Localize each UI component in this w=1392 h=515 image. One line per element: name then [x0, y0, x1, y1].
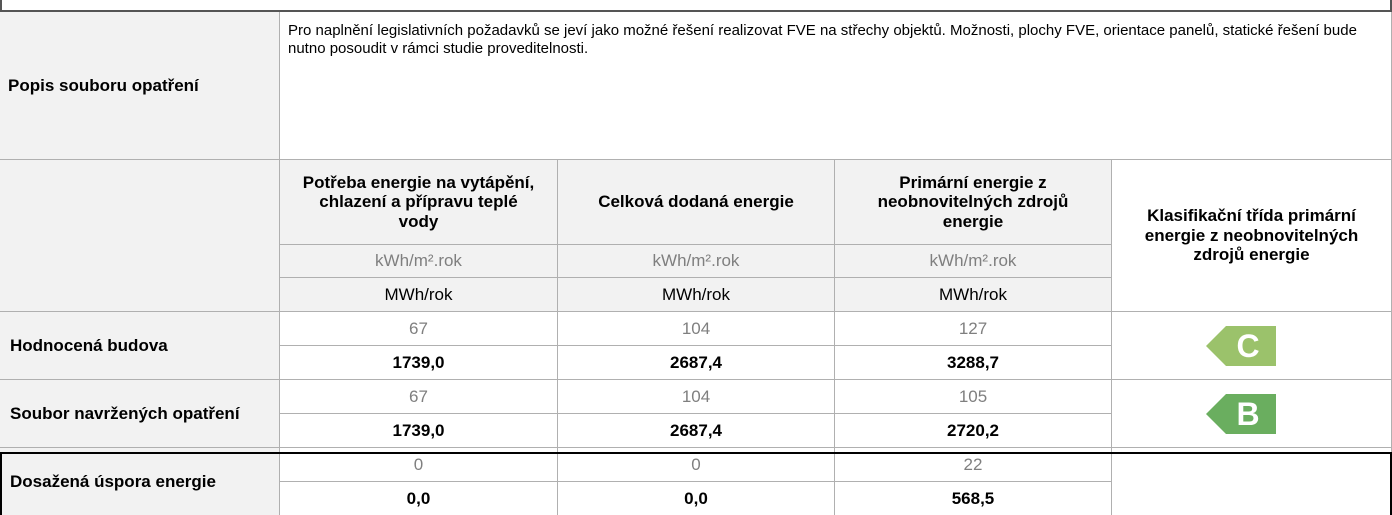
top-frame — [0, 0, 1392, 12]
total-value: 3288,7 — [835, 346, 1112, 380]
class-cell — [1112, 448, 1392, 515]
unit-total: MWh/rok — [835, 278, 1112, 312]
total-value: 568,5 — [835, 482, 1112, 515]
class-letter: C — [1236, 328, 1259, 364]
row-label: Hodnocená budova — [0, 312, 280, 380]
class-cell: C — [1112, 312, 1392, 380]
column-header: Potřeba energie na vytápění, chlazení a … — [280, 160, 558, 245]
class-cell: B — [1112, 380, 1392, 448]
class-header: Klasifikační třída primární energie z ne… — [1112, 160, 1392, 312]
specific-value: 0 — [280, 448, 558, 482]
description-label: Popis souboru opatření — [0, 12, 280, 160]
specific-value: 104 — [558, 380, 835, 414]
total-value: 2720,2 — [835, 414, 1112, 448]
class-badge: C — [1205, 325, 1276, 366]
class-badge: B — [1205, 393, 1276, 434]
specific-value: 0 — [558, 448, 835, 482]
total-value: 1739,0 — [280, 414, 558, 448]
unit-total: MWh/rok — [558, 278, 835, 312]
row-label: Dosažená úspora energie — [0, 448, 280, 515]
specific-value: 104 — [558, 312, 835, 346]
specific-value: 67 — [280, 312, 558, 346]
column-header: Primární energie z neobnovitelných zdroj… — [835, 160, 1112, 245]
total-value: 2687,4 — [558, 346, 835, 380]
total-value: 0,0 — [280, 482, 558, 515]
specific-value: 22 — [835, 448, 1112, 482]
unit-total: MWh/rok — [280, 278, 558, 312]
total-value: 2687,4 — [558, 414, 835, 448]
column-header: Celková dodaná energie — [558, 160, 835, 245]
class-arrow — [1205, 325, 1276, 366]
class-arrow — [1205, 393, 1276, 434]
unit-specific: kWh/m².rok — [558, 245, 835, 278]
row-label: Soubor navržených opatření — [0, 380, 280, 448]
header-blank — [0, 160, 280, 312]
specific-value: 105 — [835, 380, 1112, 414]
unit-specific: kWh/m².rok — [835, 245, 1112, 278]
class-letter: B — [1236, 396, 1259, 432]
description-text: Pro naplnění legislativních požadavků se… — [280, 12, 1392, 160]
total-value: 1739,0 — [280, 346, 558, 380]
unit-specific: kWh/m².rok — [280, 245, 558, 278]
specific-value: 67 — [280, 380, 558, 414]
specific-value: 127 — [835, 312, 1112, 346]
total-value: 0,0 — [558, 482, 835, 515]
